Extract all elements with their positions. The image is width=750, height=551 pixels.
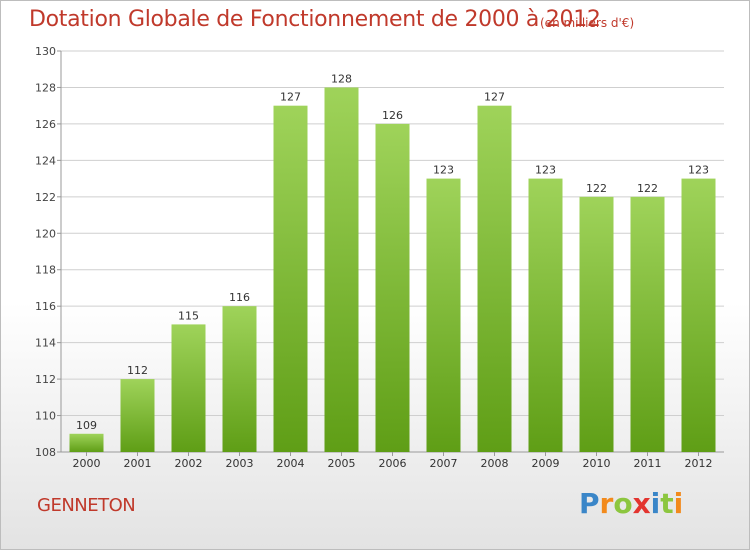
logo-letter: t: [660, 487, 674, 520]
bar-2010: [579, 196, 614, 452]
logo-letter: i: [673, 487, 684, 520]
x-tick-label: 2009: [532, 457, 560, 470]
y-tick-label: 108: [35, 446, 56, 459]
bar-2003: [222, 306, 257, 452]
y-tick-label: 126: [35, 118, 56, 131]
bar-2002: [171, 324, 206, 452]
chart-subtitle: (en milliers d'€): [540, 16, 635, 30]
bar-value-label: 126: [382, 109, 403, 122]
y-tick-label: 118: [35, 264, 56, 277]
y-tick-label: 122: [35, 191, 56, 204]
logo-letter: r: [599, 487, 614, 520]
logo-letter: o: [613, 487, 633, 520]
y-tick-label: 124: [35, 154, 56, 167]
bar-2001: [120, 379, 155, 452]
chart-title: Dotation Globale de Fonctionnement de 20…: [29, 7, 601, 32]
x-tick-label: 2011: [634, 457, 662, 470]
logo-letter: x: [632, 487, 651, 520]
logo-letter: P: [579, 487, 600, 520]
x-tick-label: 2005: [328, 457, 356, 470]
y-tick-label: 112: [35, 373, 56, 386]
bar-value-label: 123: [688, 164, 709, 177]
x-tick-label: 2003: [226, 457, 254, 470]
x-tick-label: 2000: [73, 457, 101, 470]
bar-2008: [477, 105, 512, 452]
y-tick-label: 120: [35, 227, 56, 240]
bar-value-label: 112: [127, 364, 148, 377]
bar-value-label: 115: [178, 309, 199, 322]
x-tick-label: 2012: [685, 457, 713, 470]
bar-value-label: 128: [331, 72, 352, 85]
bar-value-label: 123: [535, 164, 556, 177]
y-tick-label: 114: [35, 337, 56, 350]
x-tick-label: 2004: [277, 457, 305, 470]
bar-value-label: 123: [433, 164, 454, 177]
y-tick-label: 130: [35, 45, 56, 58]
bar-value-label: 122: [637, 182, 658, 195]
commune-name: GENNETON: [37, 495, 136, 516]
bar-2006: [375, 123, 410, 452]
bar-2004: [273, 105, 308, 452]
x-tick-label: 2001: [124, 457, 152, 470]
y-tick-label: 128: [35, 81, 56, 94]
x-tick-label: 2008: [481, 457, 509, 470]
bar-value-label: 127: [280, 91, 301, 104]
bar-2012: [681, 178, 716, 452]
bar-2009: [528, 178, 563, 452]
x-tick-label: 2002: [175, 457, 203, 470]
x-tick-label: 2007: [430, 457, 458, 470]
bar-value-label: 122: [586, 182, 607, 195]
bar-2000: [69, 433, 104, 452]
logo-letter: i: [650, 487, 661, 520]
proxiti-logo[interactable]: Proxiti: [579, 487, 683, 520]
bar-2005: [324, 87, 359, 453]
bar-value-label: 127: [484, 91, 505, 104]
x-tick-label: 2010: [583, 457, 611, 470]
x-tick-label: 2006: [379, 457, 407, 470]
bar-2011: [630, 196, 665, 452]
y-tick-label: 110: [35, 410, 56, 423]
y-tick-label: 116: [35, 300, 56, 313]
bar-2007: [426, 178, 461, 452]
bar-value-label: 116: [229, 291, 250, 304]
bar-value-label: 109: [76, 419, 97, 432]
